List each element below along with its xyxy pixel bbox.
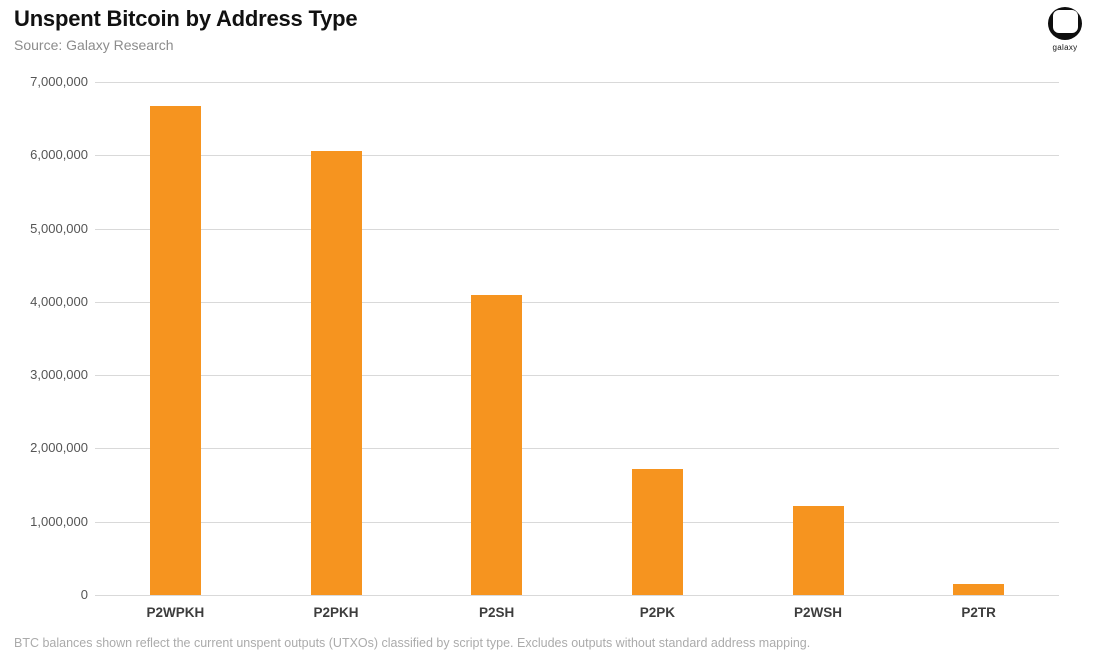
- bar-P2WSH: [792, 505, 844, 595]
- gridline-0: [95, 595, 1059, 596]
- source-label: Source: Galaxy Research: [14, 37, 174, 53]
- x-axis-label-P2PKH: P2PKH: [313, 605, 359, 620]
- galaxy-logo-knockout: [1052, 9, 1078, 33]
- bar-P2SH: [471, 295, 523, 595]
- gridline-2000000: [95, 448, 1059, 450]
- y-axis-tick-label: 3,000,000: [30, 367, 88, 383]
- gridline-4000000: [95, 301, 1059, 303]
- x-axis-label-P2WSH: P2WSH: [793, 605, 842, 620]
- y-axis-tick-label: 0: [80, 587, 88, 602]
- bar-P2TR: [953, 584, 1005, 595]
- x-axis-label-P2PK: P2PK: [639, 605, 675, 620]
- y-axis-tick-label: 5,000,000: [30, 220, 88, 236]
- gridline-3000000: [95, 375, 1059, 377]
- bar-chart-plot-area: [95, 82, 1059, 596]
- y-axis-tick-label: 1,000,000: [30, 513, 88, 529]
- y-axis-tick-label: 7,000,000: [30, 74, 88, 89]
- x-axis-label-P2TR: P2TR: [961, 605, 996, 620]
- chart-footnote: BTC balances shown reflect the current u…: [14, 636, 811, 650]
- galaxy-logo-wordmark: galaxy: [1052, 43, 1078, 52]
- y-axis-tick-label: 6,000,000: [30, 147, 88, 163]
- gridline-1000000: [95, 521, 1059, 523]
- gridline-7000000: [95, 82, 1059, 83]
- gridline-5000000: [95, 228, 1059, 230]
- x-axis-label-P2SH: P2SH: [479, 605, 515, 620]
- y-axis-tick-label: 2,000,000: [30, 440, 88, 456]
- y-axis-tick-label: 4,000,000: [30, 293, 88, 309]
- bar-P2PKH: [310, 150, 362, 595]
- x-axis-label-P2WPKH: P2WPKH: [146, 605, 205, 620]
- page-title: Unspent Bitcoin by Address Type: [14, 6, 358, 31]
- bar-P2WPKH: [149, 106, 201, 595]
- gridline-6000000: [95, 155, 1059, 157]
- galaxy-logo: galaxy: [1042, 7, 1088, 52]
- bar-P2PK: [631, 468, 683, 595]
- galaxy-logo-icon: [1048, 7, 1082, 40]
